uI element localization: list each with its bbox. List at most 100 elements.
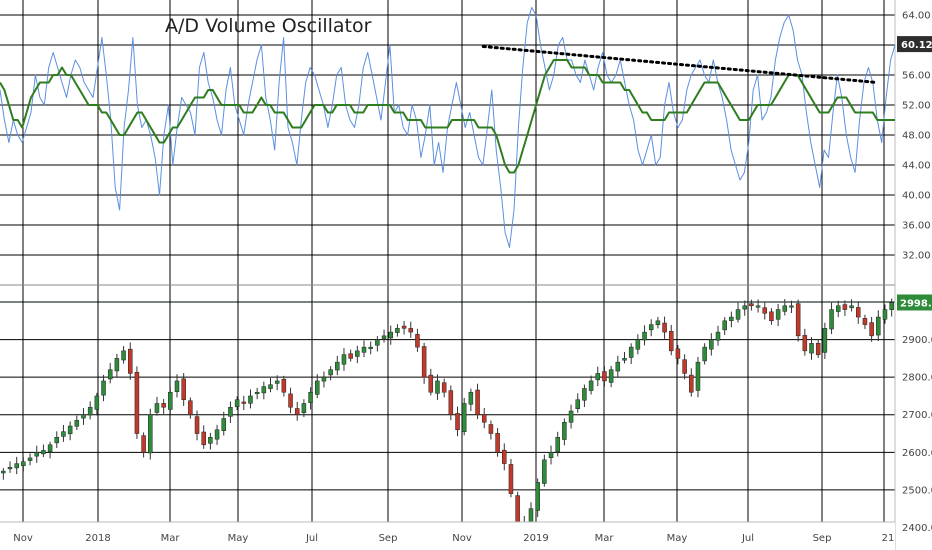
- candle-body: [375, 339, 380, 346]
- candle-body: [562, 422, 567, 440]
- candle-body: [535, 482, 540, 511]
- candle-body: [642, 331, 647, 341]
- candle-body: [862, 318, 868, 325]
- candle-body: [428, 374, 434, 393]
- date-tick-label: Sep: [379, 533, 398, 544]
- date-tick-label: Jul: [741, 533, 754, 544]
- candle-body: [602, 371, 607, 382]
- date-tick-label: May: [667, 533, 688, 544]
- candle-body: [348, 353, 353, 359]
- candle-body: [127, 348, 133, 374]
- candle-body: [328, 369, 333, 376]
- candle-body: [682, 359, 687, 374]
- candle-body: [669, 331, 674, 352]
- candle-body: [408, 328, 414, 333]
- price-last-value-badge: [897, 294, 932, 311]
- candle-body: [481, 414, 487, 423]
- candle-body: [415, 334, 420, 348]
- candle-body: [548, 452, 554, 459]
- candle-body: [315, 380, 320, 395]
- candle-body: [588, 380, 594, 391]
- candle-body: [675, 348, 681, 359]
- candle-body: [261, 386, 267, 394]
- candle-body: [441, 382, 447, 393]
- osc-tick-label: 56.00: [902, 71, 931, 82]
- candle-body: [782, 305, 788, 312]
- candle-body: [361, 346, 367, 353]
- candle-body: [288, 393, 293, 408]
- candle-body: [662, 322, 667, 333]
- osc-tick-label: 52.00: [902, 101, 931, 112]
- candle-body: [34, 452, 39, 457]
- candle-body: [107, 369, 113, 380]
- candle-body: [67, 425, 73, 435]
- candle-body: [568, 410, 574, 423]
- osc-tick-label: 48.00: [902, 131, 931, 142]
- candle-body: [234, 399, 240, 408]
- price-tick-label: 2900.0: [902, 335, 932, 346]
- price-tick-label: 2700.0: [902, 410, 932, 421]
- candle-body: [27, 457, 33, 461]
- candle-body: [121, 350, 126, 361]
- axes: 32.0036.0040.0044.0048.0052.0056.0060.00…: [0, 11, 932, 550]
- candle-body: [575, 399, 580, 409]
- osc-tick-label: 32.00: [902, 251, 931, 262]
- candle-body: [294, 408, 300, 415]
- candle-body: [495, 432, 500, 453]
- date-tick-label: Sep: [813, 533, 832, 544]
- candle-body: [762, 307, 768, 314]
- osc-tick-label: 40.00: [902, 191, 931, 202]
- candle-body: [435, 380, 440, 394]
- candle-body: [7, 467, 13, 470]
- candle-body: [842, 304, 848, 310]
- candle-body: [395, 328, 400, 333]
- candle-body: [715, 331, 721, 341]
- candle-body: [214, 429, 220, 440]
- candle-body: [795, 303, 801, 337]
- candle-body: [555, 437, 560, 452]
- price-tick-label: 2400.0: [902, 523, 932, 534]
- candle-body: [308, 391, 313, 403]
- date-axis-band: [0, 522, 895, 550]
- candle-body: [856, 307, 861, 318]
- candle-body: [208, 437, 213, 444]
- candle-body: [849, 305, 854, 309]
- candle-body: [729, 316, 734, 321]
- candle-body: [815, 342, 821, 355]
- date-tick-label: Nov: [452, 533, 472, 544]
- candle-body: [21, 461, 26, 466]
- osc-tick-label: 36.00: [902, 221, 931, 232]
- candle-body: [628, 346, 634, 358]
- candle-body: [835, 305, 841, 312]
- candle-body: [595, 373, 601, 381]
- candle-body: [241, 401, 247, 404]
- trendline: [481, 45, 879, 84]
- date-tick-label: 21: [882, 533, 895, 544]
- candle-body: [876, 316, 881, 336]
- candle-body: [475, 389, 480, 415]
- date-tick-label: May: [228, 533, 249, 544]
- candle-body: [194, 416, 200, 434]
- candle-body: [615, 361, 621, 372]
- candle-body: [722, 320, 727, 331]
- candle-body: [41, 450, 46, 455]
- date-tick-label: Mar: [595, 533, 615, 544]
- candle-body: [502, 449, 507, 464]
- date-tick-label: Jul: [305, 533, 318, 544]
- candle-body: [368, 346, 373, 349]
- candle-body: [228, 406, 233, 417]
- candle-body: [755, 305, 761, 308]
- candle-body: [341, 354, 347, 365]
- candle-body: [461, 403, 467, 432]
- candle-body: [695, 361, 701, 391]
- candle-body: [221, 418, 226, 431]
- candle-body: [822, 328, 828, 353]
- candle-body: [635, 339, 641, 350]
- price-tick-label: 2600.0: [902, 448, 932, 459]
- signal-series-line: [0, 59, 895, 174]
- candle-body: [201, 431, 206, 446]
- candle-body: [775, 309, 781, 320]
- candle-body: [47, 444, 53, 453]
